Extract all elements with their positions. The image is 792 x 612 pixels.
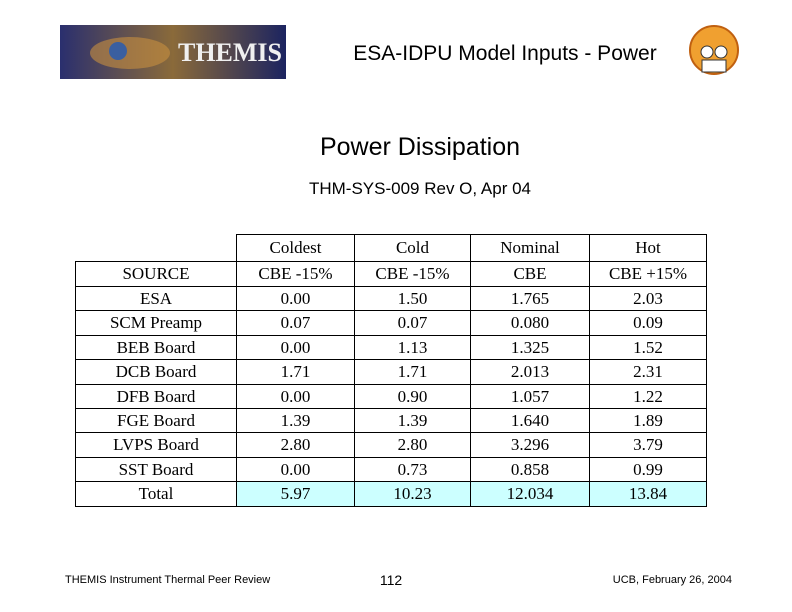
logo-left: THEMIS [60, 25, 286, 79]
value-cell: 2.03 [589, 286, 707, 311]
slide-title: ESA-IDPU Model Inputs - Power [353, 42, 657, 65]
group-header-cell: Hot [589, 234, 707, 262]
source-cell: DCB Board [75, 359, 237, 385]
value-cell: 0.00 [236, 457, 355, 482]
value-cell: 1.057 [470, 384, 590, 409]
value-cell: 12.034 [470, 481, 590, 507]
source-cell: DFB Board [75, 384, 237, 409]
column-header-cell: SOURCE [75, 261, 237, 287]
value-cell: 2.80 [354, 432, 471, 458]
value-cell: 0.00 [236, 384, 355, 409]
value-cell: 1.39 [354, 408, 471, 433]
value-cell: 1.39 [236, 408, 355, 433]
value-cell: 0.99 [589, 457, 707, 482]
value-cell: 0.00 [236, 335, 355, 360]
value-cell: 2.013 [470, 359, 590, 385]
group-header-cell: Nominal [470, 234, 590, 262]
value-cell: 0.080 [470, 310, 590, 336]
value-cell: 5.97 [236, 481, 355, 507]
value-cell: 3.296 [470, 432, 590, 458]
heading: Power Dissipation [319, 133, 521, 161]
column-header-cell: CBE -15% [354, 261, 471, 287]
value-cell: 0.858 [470, 457, 590, 482]
subheading: THM-SYS-009 Rev O, Apr 04 [308, 179, 532, 198]
source-cell: LVPS Board [75, 432, 237, 458]
logo-text: THEMIS [178, 38, 282, 67]
source-cell: Total [75, 481, 237, 507]
source-cell: SCM Preamp [75, 310, 237, 336]
value-cell: 1.325 [470, 335, 590, 360]
value-cell: 0.09 [589, 310, 707, 336]
value-cell: 0.90 [354, 384, 471, 409]
column-header-cell: CBE +15% [589, 261, 707, 287]
logo-right [689, 25, 739, 75]
footer-left: THEMIS Instrument Thermal Peer Review [65, 574, 271, 586]
value-cell: 2.80 [236, 432, 355, 458]
value-cell: 1.50 [354, 286, 471, 311]
column-header-cell: CBE -15% [236, 261, 355, 287]
source-cell: FGE Board [75, 408, 237, 433]
value-cell: 0.07 [236, 310, 355, 336]
value-cell: 1.71 [236, 359, 355, 385]
value-cell: 1.13 [354, 335, 471, 360]
source-cell: ESA [75, 286, 237, 311]
value-cell: 1.89 [589, 408, 707, 433]
value-cell: 0.73 [354, 457, 471, 482]
value-cell: 1.640 [470, 408, 590, 433]
page-number: 112 [379, 572, 403, 588]
source-cell: SST Board [75, 457, 237, 482]
value-cell: 0.07 [354, 310, 471, 336]
value-cell: 13.84 [589, 481, 707, 507]
source-cell: BEB Board [75, 335, 237, 360]
value-cell: 1.22 [589, 384, 707, 409]
column-header-cell: CBE [470, 261, 590, 287]
value-cell: 2.31 [589, 359, 707, 385]
value-cell: 1.52 [589, 335, 707, 360]
value-cell: 1.765 [470, 286, 590, 311]
footer-right: UCB, February 26, 2004 [612, 574, 732, 586]
group-header-cell: Cold [354, 234, 471, 262]
group-header-cell: Coldest [236, 234, 355, 262]
value-cell: 1.71 [354, 359, 471, 385]
value-cell: 10.23 [354, 481, 471, 507]
value-cell: 3.79 [589, 432, 707, 458]
value-cell: 0.00 [236, 286, 355, 311]
